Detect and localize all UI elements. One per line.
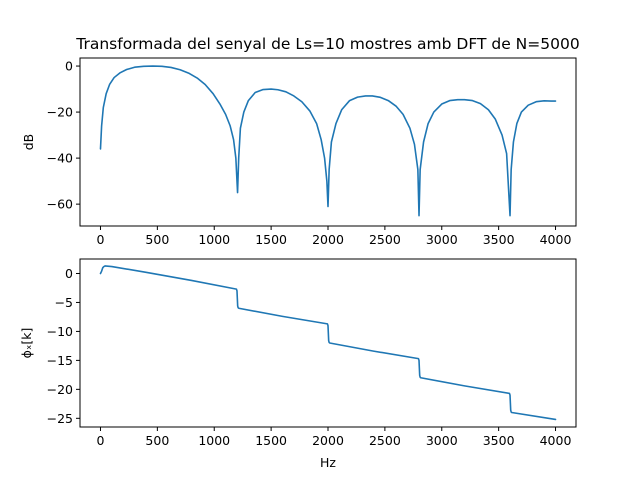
magnitude-y-tick-label: −40 [47, 151, 73, 166]
magnitude-y-tick-label: −60 [47, 197, 73, 212]
magnitude-x-tick-label: 4000 [540, 232, 572, 247]
magnitude-x-tick-label: 2500 [369, 232, 401, 247]
phase-line [99, 265, 557, 421]
figure-title: Transformada del senyal de Ls=10 mostres… [75, 35, 579, 53]
phase-y-tick-label: −10 [47, 324, 73, 339]
phase-y-tick-label: −20 [47, 382, 73, 397]
phase-x-tick-label: 1500 [255, 433, 287, 448]
phase-x-tick-label: 1000 [198, 433, 230, 448]
magnitude-line [99, 65, 557, 217]
magnitude-y-tick-label: −20 [47, 105, 73, 120]
magnitude-plot: 0 500 1000 1500 2000 2500 3000 3500 4000 0 −20 −40… [21, 57, 577, 247]
phase-x-axis-label: Hz [320, 455, 336, 470]
phase-y-tick-label: −5 [55, 295, 73, 310]
magnitude-y-axis-label: dB [21, 134, 36, 151]
phase-x-tick-label: 2000 [312, 433, 344, 448]
phase-x-tick-label: 500 [145, 433, 169, 448]
magnitude-x-tick-label: 500 [145, 232, 169, 247]
magnitude-y-ticks: 0 −20 −40 −60 [47, 59, 80, 212]
magnitude-x-ticks: 0 500 1000 1500 2000 2500 3000 3500 4000 [97, 226, 572, 247]
magnitude-x-tick-label: 3500 [483, 232, 515, 247]
magnitude-y-tick-label: 0 [65, 59, 73, 74]
phase-y-axis-label: ϕₓ[k] [19, 328, 34, 359]
phase-y-ticks: 0 −5 −10 −15 −20 −25 [47, 266, 80, 426]
phase-x-ticks: 0 500 1000 1500 2000 2500 3000 3500 4000 [97, 427, 572, 448]
magnitude-x-tick-label: 1000 [198, 232, 230, 247]
magnitude-x-tick-label: 0 [97, 232, 105, 247]
phase-y-tick-label: −25 [47, 411, 73, 426]
magnitude-x-tick-label: 1500 [255, 232, 287, 247]
phase-x-tick-label: 4000 [540, 433, 572, 448]
magnitude-x-tick-label: 2000 [312, 232, 344, 247]
phase-x-tick-label: 0 [97, 433, 105, 448]
phase-x-tick-label: 3000 [426, 433, 458, 448]
phase-y-tick-label: −15 [47, 353, 73, 368]
magnitude-x-tick-label: 3000 [426, 232, 458, 247]
phase-x-tick-label: 2500 [369, 433, 401, 448]
phase-y-tick-label: 0 [65, 266, 73, 281]
phase-plot: 0 500 1000 1500 2000 2500 3000 3500 4000 0 −5 −10 −… [19, 258, 577, 470]
phase-x-tick-label: 3500 [483, 433, 515, 448]
